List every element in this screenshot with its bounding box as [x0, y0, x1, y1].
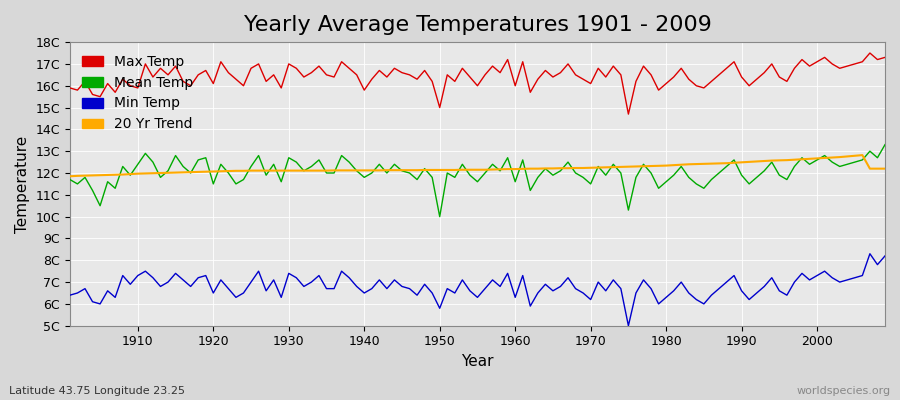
Title: Yearly Average Temperatures 1901 - 2009: Yearly Average Temperatures 1901 - 2009 — [244, 15, 711, 35]
Legend: Max Temp, Mean Temp, Min Temp, 20 Yr Trend: Max Temp, Mean Temp, Min Temp, 20 Yr Tre… — [76, 49, 199, 137]
Y-axis label: Temperature: Temperature — [15, 135, 30, 232]
Text: Latitude 43.75 Longitude 23.25: Latitude 43.75 Longitude 23.25 — [9, 386, 185, 396]
X-axis label: Year: Year — [461, 354, 494, 369]
Text: worldspecies.org: worldspecies.org — [796, 386, 891, 396]
